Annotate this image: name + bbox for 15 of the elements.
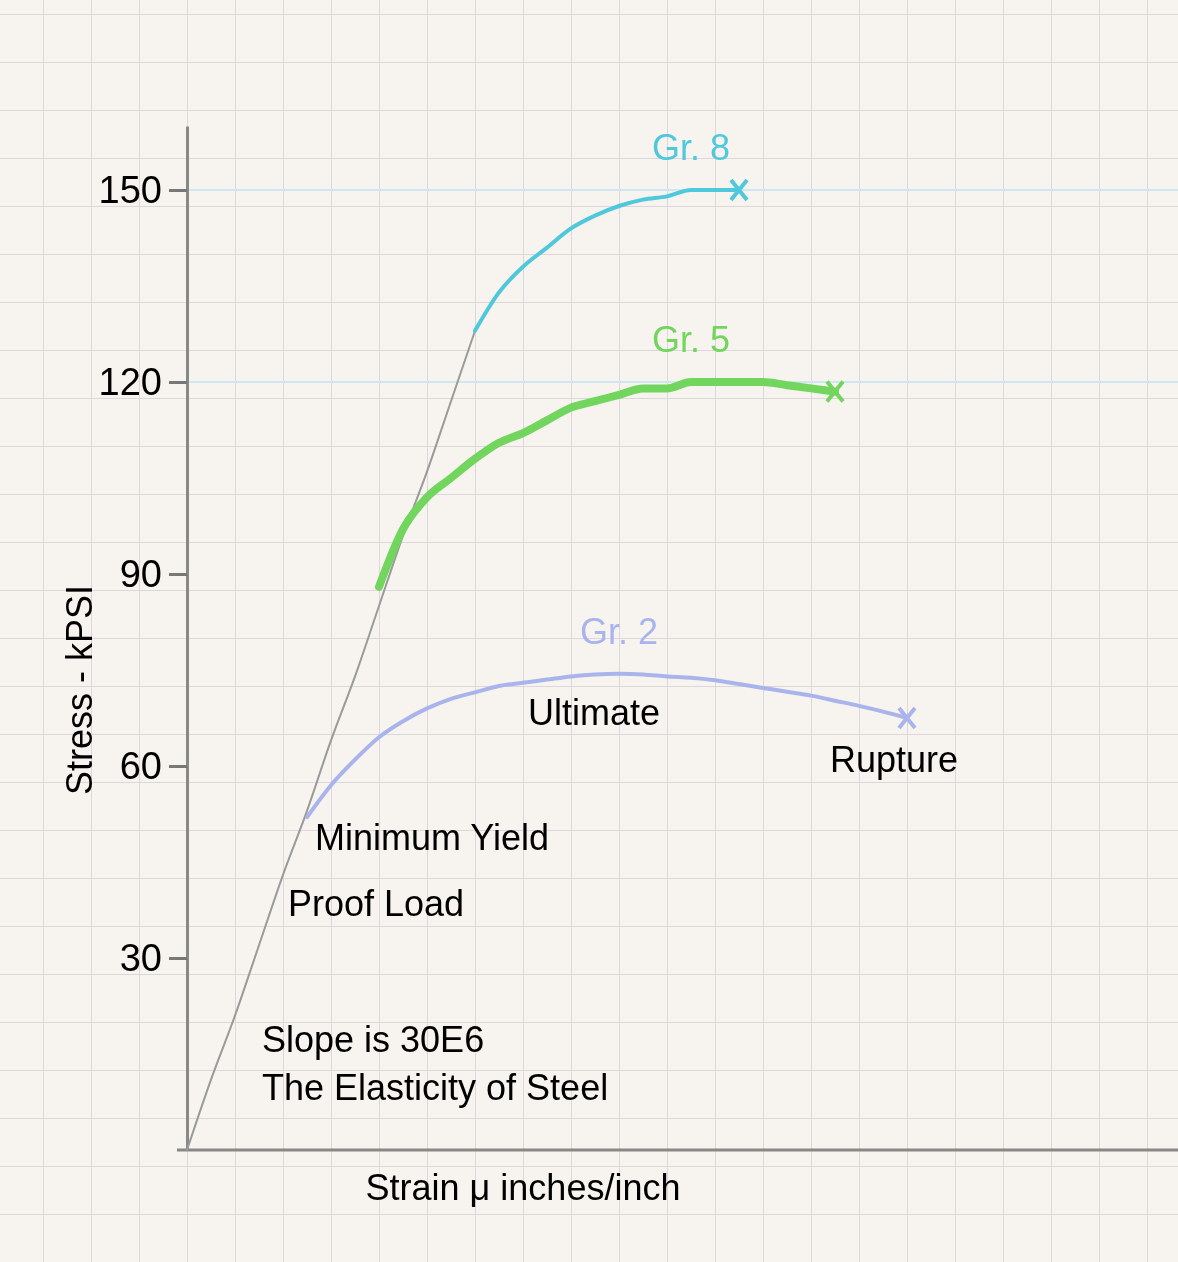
series-label: Gr. 5: [651, 319, 731, 360]
annotation: Slope is 30E6 The Elasticity of Steel: [262, 1019, 609, 1108]
annotation: Ultimate: [528, 692, 661, 733]
y-tick-label: 30: [119, 936, 162, 979]
y-tick-label: 150: [98, 168, 162, 211]
annotation: Rupture: [830, 739, 959, 780]
y-axis-title: Stress - kPSI: [59, 584, 100, 796]
y-tick-label: 60: [119, 744, 162, 787]
x-axis-title: Strain μ inches/inch: [365, 1167, 681, 1208]
y-tick-label: 90: [119, 552, 162, 595]
annotation: Proof Load: [288, 883, 465, 924]
annotation: Minimum Yield: [315, 817, 550, 858]
y-tick-label: 120: [98, 360, 162, 403]
series-label: Gr. 8: [651, 127, 731, 168]
series-label: Gr. 2: [579, 610, 659, 652]
